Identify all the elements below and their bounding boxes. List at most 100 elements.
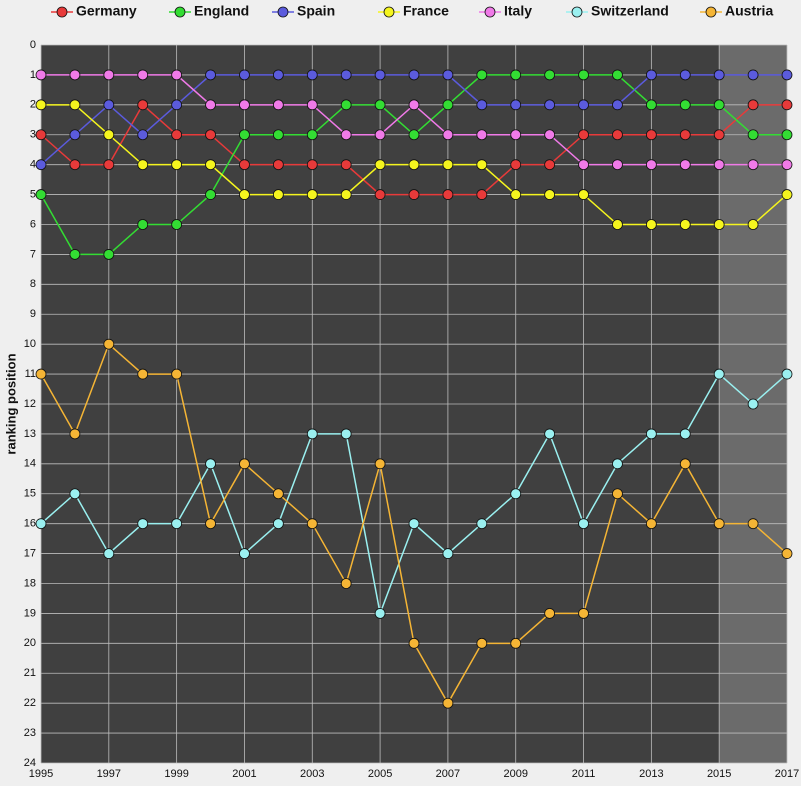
data-point — [340, 99, 352, 111]
y-tick-label: 20 — [24, 637, 36, 649]
legend-label: Italy — [504, 3, 532, 19]
data-point — [306, 159, 318, 171]
y-tick-label: 12 — [24, 398, 36, 410]
y-tick-label: 0 — [30, 39, 36, 51]
data-point — [544, 99, 556, 111]
data-point — [171, 219, 183, 230]
legend-marker — [571, 6, 583, 18]
data-point — [408, 189, 420, 200]
data-point — [205, 99, 216, 111]
data-point — [544, 428, 556, 440]
data-point — [747, 159, 759, 171]
data-point — [306, 99, 318, 111]
data-point — [679, 69, 691, 81]
data-point — [35, 129, 47, 141]
data-point — [239, 69, 250, 81]
data-point — [476, 159, 488, 171]
data-point — [103, 159, 115, 171]
data-point — [374, 129, 386, 141]
data-point — [171, 99, 183, 111]
data-point — [442, 129, 454, 141]
data-point — [442, 159, 454, 171]
y-tick-label: 7 — [30, 248, 36, 260]
data-point — [612, 99, 623, 111]
y-tick-label: 22 — [24, 697, 36, 709]
data-point — [645, 518, 657, 530]
data-point — [103, 338, 115, 350]
data-point — [408, 99, 420, 111]
x-tick-label: 2017 — [775, 768, 799, 780]
data-point — [645, 99, 657, 111]
data-point — [340, 578, 352, 589]
data-point — [713, 219, 725, 230]
legend-marker — [383, 6, 395, 18]
data-point — [578, 129, 589, 141]
data-point — [442, 69, 454, 81]
data-point — [408, 518, 420, 530]
x-tick-label: 2007 — [436, 768, 460, 780]
data-point — [137, 518, 149, 530]
data-point — [510, 99, 522, 111]
data-point — [713, 159, 725, 171]
data-point — [578, 69, 589, 81]
data-point — [35, 159, 47, 171]
data-point — [578, 518, 589, 530]
data-point — [781, 69, 793, 81]
data-point — [69, 428, 81, 440]
legend-marker — [174, 6, 186, 18]
y-tick-label: 18 — [24, 577, 36, 589]
legend-marker — [277, 6, 289, 18]
data-point — [340, 129, 352, 141]
y-tick-label: 6 — [30, 218, 36, 230]
data-point — [306, 129, 318, 141]
data-point — [747, 398, 759, 410]
data-point — [137, 219, 149, 230]
y-tick-label: 23 — [24, 727, 36, 739]
data-point — [544, 69, 556, 81]
data-point — [239, 159, 250, 171]
data-point — [510, 488, 522, 500]
data-point — [306, 428, 318, 440]
data-point — [645, 69, 657, 81]
legend-marker — [56, 6, 68, 18]
data-point — [510, 637, 522, 649]
data-point — [340, 159, 352, 171]
data-point — [239, 458, 250, 470]
data-point — [272, 129, 284, 141]
x-tick-label: 1997 — [97, 768, 121, 780]
data-point — [205, 458, 216, 470]
x-tick-label: 1999 — [164, 768, 188, 780]
data-point — [69, 99, 81, 111]
legend-label: Austria — [725, 3, 773, 19]
data-point — [137, 368, 149, 380]
data-point — [781, 99, 793, 111]
data-point — [374, 608, 386, 619]
data-point — [171, 129, 183, 141]
y-tick-label: 2 — [30, 99, 36, 111]
y-tick-label: 24 — [24, 757, 36, 769]
data-point — [781, 129, 793, 141]
data-point — [544, 129, 556, 141]
data-point — [103, 129, 115, 141]
data-point — [747, 69, 759, 81]
data-point — [137, 129, 149, 141]
data-point — [713, 518, 725, 530]
data-point — [69, 159, 81, 171]
y-tick-label: 13 — [24, 428, 36, 440]
data-point — [781, 548, 793, 559]
y-tick-label: 15 — [24, 488, 36, 500]
data-point — [781, 189, 793, 200]
data-point — [306, 189, 318, 200]
data-point — [442, 548, 454, 559]
data-point — [205, 518, 216, 530]
data-point — [476, 69, 488, 81]
legend-label: Switzerland — [591, 3, 669, 19]
data-point — [645, 219, 657, 230]
data-point — [374, 458, 386, 470]
data-point — [69, 69, 81, 81]
data-point — [205, 189, 216, 200]
y-tick-label: 14 — [24, 458, 36, 470]
data-point — [374, 159, 386, 171]
